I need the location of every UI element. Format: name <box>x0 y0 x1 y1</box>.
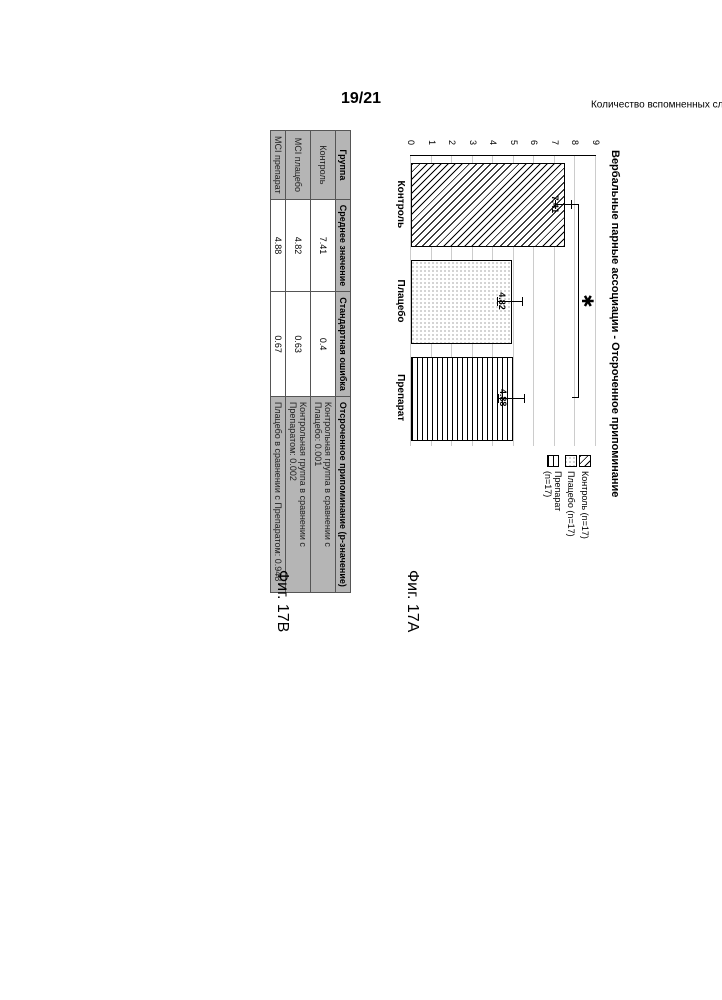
y-tick: 9 <box>591 140 601 145</box>
figure-label-a: Фиг. 17A <box>403 570 421 632</box>
figure-label-b: Фиг. 17B <box>273 570 291 632</box>
table-row: MCI плацебо4.820.63Контрольная группа в … <box>286 131 311 593</box>
table-header-cell: Стандартная ошибка <box>336 292 351 397</box>
table-row: MCI препарат4.880.67Плацебо в сравнении … <box>271 131 286 593</box>
table-header-cell: Отсроченное припоминание (p-значение) <box>336 396 351 592</box>
legend-swatch <box>547 455 559 467</box>
chart-17a: Вербальные парные ассоциации - Отсроченн… <box>381 110 621 540</box>
x-category-label: Препарат <box>395 374 406 421</box>
y-tick: 1 <box>427 140 437 145</box>
table-cell: Контроль <box>311 131 336 200</box>
y-tick: 5 <box>509 140 519 145</box>
legend-label: Контроль (n=17) <box>580 471 590 539</box>
legend-label: Плацебо (n=17) <box>566 471 576 537</box>
legend-item: Плацебо (n=17) <box>565 455 577 540</box>
y-tick: 2 <box>447 140 457 145</box>
table-cell: MCI препарат <box>271 131 286 200</box>
bar-контроль <box>411 163 565 247</box>
table-cell: 7.41 <box>311 199 336 292</box>
y-tick: 4 <box>488 140 498 145</box>
bar-value-label: 4.88 <box>498 389 508 407</box>
legend-item: Контроль (n=17) <box>579 455 591 540</box>
y-tick: 8 <box>570 140 580 145</box>
table-cell: 0.67 <box>271 292 286 397</box>
table-cell: Контрольная группа в сравнении с Препара… <box>286 396 311 592</box>
plot-area: 01234567897.41Контроль4.82Плацебо4.88Пре… <box>410 155 596 446</box>
legend-swatch <box>565 455 577 467</box>
table-cell: MCI плацебо <box>286 131 311 200</box>
table-cell: 0.4 <box>311 292 336 397</box>
bar-value-label: 7.41 <box>550 196 560 214</box>
x-category-label: Контроль <box>395 181 406 229</box>
table-header-cell: Группа <box>336 131 351 200</box>
x-category-label: Плацебо <box>395 280 406 323</box>
significance-star-icon: ✱ <box>577 294 597 307</box>
gridline <box>574 156 575 446</box>
page-number: 19/21 <box>341 90 381 108</box>
y-tick: 6 <box>529 140 539 145</box>
table-cell: Контрольная группа в сравнении с Плацебо… <box>311 396 336 592</box>
y-tick: 7 <box>550 140 560 145</box>
legend-swatch <box>579 455 591 467</box>
table-header-cell: Среднее значение <box>336 199 351 292</box>
y-tick: 3 <box>468 140 478 145</box>
table-cell: 4.82 <box>286 199 311 292</box>
table-cell: Плацебо в сравнении с Препаратом: 0.948 <box>271 396 286 592</box>
data-table-17b: ГруппаСреднее значениеСтандартная ошибка… <box>270 130 351 593</box>
y-tick: 0 <box>406 140 416 145</box>
bar-value-label: 4.82 <box>497 292 507 310</box>
chart-title: Вербальные парные ассоциации - Отсроченн… <box>609 110 621 540</box>
figure-container: Вербальные парные ассоциации - Отсроченн… <box>101 110 621 830</box>
table-cell: 0.63 <box>286 292 311 397</box>
legend: Контроль (n=17) Плацебо (n=17)Препарат (n… <box>541 455 591 540</box>
y-axis-label: Количество вспомненных словесных пар <box>591 100 722 111</box>
table-cell: 4.88 <box>271 199 286 292</box>
legend-item: Препарат (n=17) <box>543 455 563 540</box>
table-row: Контроль7.410.4Контрольная группа в срав… <box>311 131 336 593</box>
legend-label: Препарат (n=17) <box>543 471 563 540</box>
